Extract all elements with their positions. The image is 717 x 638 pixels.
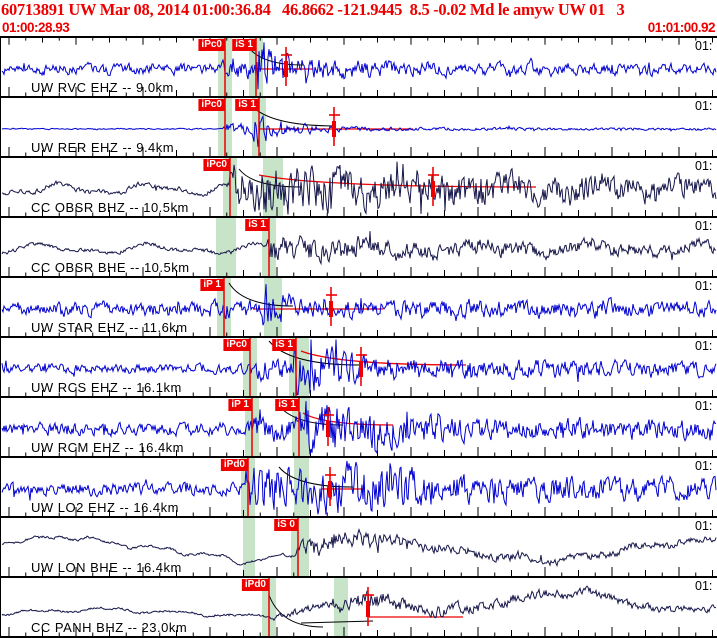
trace-panel-uw-rcs: iPc0 iS 1 UW RCS EHZ -- 16.1km 01:	[1, 338, 717, 398]
trace-label: CC OBSR BHZ -- 10.5km	[31, 200, 189, 215]
waveform-canvas[interactable]	[1, 278, 717, 336]
trace-panel-uw-rer: iPc0 iS 1 UW RER EHZ -- 9.4km 01:	[1, 98, 717, 158]
phase-pick-flag[interactable]: iS 1	[272, 339, 296, 351]
waveform-canvas[interactable]	[1, 518, 717, 576]
phase-pick-flag[interactable]: iS 0	[274, 519, 298, 531]
trace-panel-uw-rcm: iP 1 iS 1 UW RCM EHZ -- 16.4km 01:	[1, 398, 717, 458]
phase-pick-flag[interactable]: iS 1	[245, 219, 269, 231]
trace-panels: iPc0 iS 1 UW RVC EHZ -- 9.0km 01: iPc0 iS 1 UW…	[0, 36, 717, 638]
phase-pick-flag[interactable]: iPc0	[223, 339, 250, 351]
trace-label: UW RCS EHZ -- 16.1km	[31, 380, 182, 395]
panel-time-label: 01:	[695, 159, 713, 173]
trace-panel-cc-panh: iPd0 CC PANH BHZ -- 23.0km 01:	[1, 578, 717, 638]
event-title: 60713891 UW Mar 08, 2014 01:00:36.84 46.…	[1, 0, 625, 19]
trace-panel-uw-lon: iS 0 UW LON BHE -- 16.4km 01:	[1, 518, 717, 578]
waveform-canvas[interactable]	[1, 38, 717, 96]
phase-pick-flag[interactable]: iS 1	[235, 99, 259, 111]
trace-label: UW LON BHE -- 16.4km	[31, 560, 182, 575]
trace-label: UW RER EHZ -- 9.4km	[31, 140, 175, 155]
trace-label: UW LO2 EHZ -- 16.4km	[31, 500, 179, 515]
panel-time-label: 01:	[695, 519, 713, 533]
panel-time-label: 01:	[695, 399, 713, 413]
waveform-canvas[interactable]	[1, 98, 717, 156]
panel-time-label: 01:	[695, 99, 713, 113]
trace-label: CC PANH BHZ -- 23.0km	[31, 620, 188, 635]
phase-pick-flag[interactable]: iPc0	[203, 159, 230, 171]
panel-time-label: 01:	[695, 579, 713, 593]
trace-panel-cc-obsr: iS 1 CC OBSR BHE -- 10.5km 01:	[1, 218, 717, 278]
waveform-canvas[interactable]	[1, 578, 717, 636]
phase-pick-flag[interactable]: iPc0	[198, 99, 225, 111]
trace-label: UW RCM EHZ -- 16.4km	[31, 440, 184, 455]
phase-pick-flag[interactable]: iP 1	[228, 399, 252, 411]
waveform-canvas[interactable]	[1, 218, 717, 276]
trace-label: UW STAR EHZ -- 11.6km	[31, 320, 188, 335]
phase-pick-flag[interactable]: iPc0	[198, 39, 225, 51]
trace-panel-uw-rvc: iPc0 iS 1 UW RVC EHZ -- 9.0km 01:	[1, 38, 717, 98]
trace-panel-uw-lo2: iPd0 UW LO2 EHZ -- 16.4km 01:	[1, 458, 717, 518]
trace-label: UW RVC EHZ -- 9.0km	[31, 80, 174, 95]
time-window-bar: 01:00:28.93 01:01:00.92	[0, 21, 717, 36]
phase-pick-flag[interactable]: iPd0	[241, 579, 269, 591]
phase-pick-flag[interactable]: iP 1	[200, 279, 224, 291]
waveform-canvas[interactable]	[1, 338, 717, 396]
trace-label: CC OBSR BHE -- 10.5km	[31, 260, 190, 275]
window-end-time: 01:01:00.92	[647, 20, 716, 35]
panel-time-label: 01:	[695, 219, 713, 233]
trace-panel-cc-obsr: iPc0 CC OBSR BHZ -- 10.5km 01:	[1, 158, 717, 218]
waveform-canvas[interactable]	[1, 458, 717, 516]
panel-time-label: 01:	[695, 459, 713, 473]
panel-time-label: 01:	[695, 339, 713, 353]
phase-pick-flag[interactable]: iPd0	[220, 459, 248, 471]
panel-time-label: 01:	[695, 279, 713, 293]
phase-pick-flag[interactable]: iS 1	[232, 39, 256, 51]
phase-pick-flag[interactable]: iS 1	[275, 399, 299, 411]
waveform-canvas[interactable]	[1, 158, 717, 216]
window-start-time: 01:00:28.93	[2, 20, 70, 35]
panel-time-label: 01:	[695, 39, 713, 53]
trace-panel-uw-star: iP 1 UW STAR EHZ -- 11.6km 01:	[1, 278, 717, 338]
waveform-canvas[interactable]	[1, 398, 717, 456]
